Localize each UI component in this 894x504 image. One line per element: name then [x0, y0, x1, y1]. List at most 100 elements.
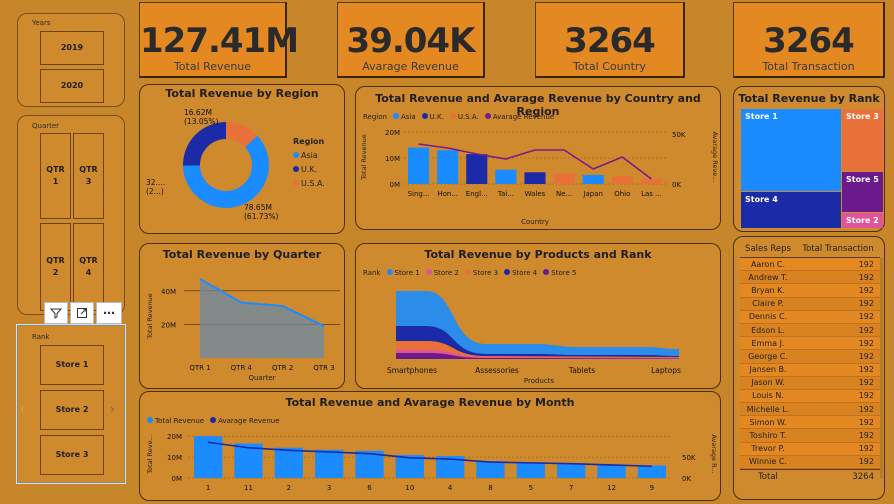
treemap-store-5[interactable]: Store 5: [842, 172, 883, 212]
products-ribbon-visual[interactable]: Total Revenue by Products and Rank Rank …: [355, 243, 721, 389]
filter-icon[interactable]: [44, 302, 68, 324]
legend-item-uk[interactable]: U.K.: [421, 113, 444, 121]
rank-store-1-button[interactable]: Store 1: [40, 345, 104, 385]
country-bar: [495, 169, 517, 184]
x-tick: 9: [650, 484, 654, 492]
x-tick: 3: [327, 484, 331, 492]
country-combo-visual[interactable]: Total Revenue and Avarage Revenue by Cou…: [355, 86, 721, 230]
cell-sales-rep: Toshiro T.: [749, 431, 787, 441]
x-tick: QTR 3: [313, 364, 334, 372]
x-tick: 1: [206, 484, 210, 492]
year-2019-button[interactable]: 2019: [40, 31, 104, 65]
rank-store-2-button[interactable]: Store 2: [40, 390, 104, 430]
chevron-left-icon[interactable]: ‹: [20, 402, 25, 416]
table-row[interactable]: Dennis C. 192: [740, 310, 880, 324]
quarter-1-button[interactable]: QTR 1: [40, 133, 71, 219]
quarter-area: [200, 279, 324, 358]
quarter-4-button[interactable]: QTR 4: [73, 223, 104, 311]
legend-item-avg[interactable]: Avarage Revenue: [210, 417, 280, 425]
kpi-value: 39.04K: [346, 21, 476, 61]
donut-label-asia: 78.65M (61.73%): [244, 203, 279, 221]
x-tick: Hon...: [437, 190, 458, 198]
store3-dot-icon: [464, 269, 471, 275]
cell-sales-rep: Simon W.: [749, 417, 787, 427]
years-slicer: Years 2019 2020: [17, 13, 125, 107]
sales-reps-table[interactable]: Sales Reps Total Transaction Aaron C. 192…: [740, 240, 880, 483]
products-legend: Rank Store 1 Store 2 Store 3 Store 4 Sto…: [363, 269, 576, 277]
cell-sales-rep: Aaron C.: [750, 259, 786, 269]
treemap-store-1[interactable]: Store 1: [741, 109, 841, 191]
rank-store-3-button[interactable]: Store 3: [40, 435, 104, 475]
table-row[interactable]: Simon W. 192: [740, 416, 880, 430]
legend-item-asia[interactable]: Asia: [392, 113, 416, 121]
table-row[interactable]: Winnie C. 192: [740, 455, 880, 469]
legend-item-usa[interactable]: U.S.A.: [449, 113, 479, 121]
uk-dot-icon: [421, 113, 428, 119]
legend-item-uk[interactable]: U.K.: [293, 163, 325, 177]
table-row[interactable]: Aaron C. 192: [740, 258, 880, 272]
chevron-right-icon[interactable]: ›: [110, 402, 115, 416]
focus-mode-icon[interactable]: [70, 302, 94, 324]
legend-item-store-1[interactable]: Store 1: [386, 269, 420, 277]
x-tick-assessories: Assessories: [475, 366, 519, 375]
legend-label: U.K.: [301, 165, 318, 174]
region-legend: Region Asia U.K. U.S.A.: [293, 135, 325, 191]
y-tick: 20M: [167, 433, 182, 441]
cell-sales-rep: Jansen B.: [749, 365, 787, 375]
cell-total-transaction: 192: [858, 312, 874, 322]
table-row[interactable]: George C. 192: [740, 350, 880, 364]
region-donut-visual[interactable]: Total Revenue by Region 16.62M (13.05%) 3…: [139, 84, 345, 234]
quarter-area-visual[interactable]: Total Revenue by Quarter 40M 20M QTR 1 QTR …: [139, 243, 345, 389]
quarter-2-button[interactable]: QTR 2: [40, 223, 71, 311]
table-row[interactable]: Michelle L. 192: [740, 403, 880, 417]
y2-tick: 0K: [672, 181, 681, 189]
month-bar: [274, 447, 303, 478]
month-bar: [557, 463, 586, 478]
x-tick: 6: [367, 484, 372, 492]
more-options-icon[interactable]: ⋯: [96, 302, 122, 324]
kpi-value: 3264: [763, 21, 855, 61]
table-row[interactable]: Toshiro T. 192: [740, 429, 880, 443]
country-bar: [524, 172, 546, 184]
month-combo-visual[interactable]: Total Revenue and Avarage Revenue by Mon…: [139, 391, 721, 501]
table-row[interactable]: Emma J. 192: [740, 337, 880, 351]
table-row[interactable]: Claire P. 192: [740, 297, 880, 311]
asia-dot-icon: [392, 113, 399, 119]
donut-slice-uk: [183, 122, 226, 166]
y-tick: 40M: [161, 288, 176, 296]
x-axis-label: Quarter: [248, 374, 275, 382]
table-row[interactable]: Jason W. 192: [740, 376, 880, 390]
legend-item-usa[interactable]: U.S.A.: [293, 177, 325, 191]
table-row[interactable]: Louis N. 192: [740, 389, 880, 404]
table-scrollbar[interactable]: [880, 258, 883, 478]
legend-item-total[interactable]: Total Revenue: [147, 417, 204, 425]
cell-sales-rep: Winnie C.: [749, 457, 787, 467]
year-2020-button[interactable]: 2020: [40, 69, 104, 103]
table-row[interactable]: Andrew T. 192: [740, 271, 880, 285]
rank-treemap-visual[interactable]: Total Revenue by Rank Store 1 Store 3 St…: [733, 86, 885, 232]
table-row[interactable]: Trevor P. 192: [740, 442, 880, 456]
legend-item-store-5[interactable]: Store 5: [543, 269, 576, 277]
table-row[interactable]: Jansen B. 192: [740, 363, 880, 377]
legend-item-store-4[interactable]: Store 4: [504, 269, 537, 277]
legend-item-avg[interactable]: Avarage Revenue: [484, 113, 554, 121]
legend-item-asia[interactable]: Asia: [293, 149, 325, 163]
cell-sales-rep: Trevor P.: [751, 444, 785, 454]
legend-item-store-2[interactable]: Store 2: [425, 269, 459, 277]
quarter-3-button[interactable]: QTR 3: [73, 133, 104, 219]
table-row[interactable]: Bryan K. 192: [740, 284, 880, 298]
kpi-value: 127.41M: [140, 21, 299, 61]
header-sales-reps[interactable]: Sales Reps: [745, 243, 791, 254]
total-label: Total: [758, 471, 778, 482]
table-row[interactable]: Edson L. 192: [740, 323, 880, 338]
treemap-store-4[interactable]: Store 4: [741, 192, 841, 228]
y-tick: 10M: [385, 155, 400, 163]
legend-label: Store 4: [512, 269, 538, 277]
legend-item-store-3[interactable]: Store 3: [464, 269, 498, 277]
table-body: Aaron C. 192 Andrew T. 192 Bryan K. 192 Claire…: [740, 258, 880, 469]
treemap-store-3[interactable]: Store 3: [842, 109, 883, 171]
treemap-store-2[interactable]: Store 2: [842, 213, 883, 228]
legend-label: U.K.: [429, 113, 444, 121]
header-total-transaction[interactable]: Total Transaction: [802, 243, 874, 254]
country-legend: Region Asia U.K. U.S.A. Avarage Revenue: [363, 113, 554, 121]
